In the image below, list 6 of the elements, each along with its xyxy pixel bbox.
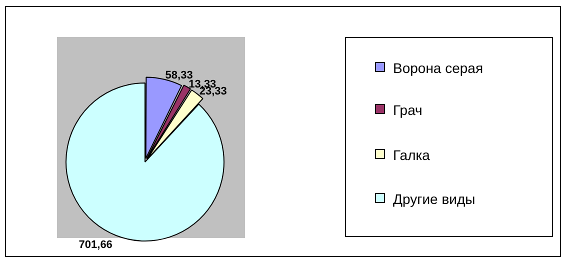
legend-label: Галка xyxy=(393,147,430,163)
legend-label: Грач xyxy=(393,102,422,118)
data-label: 58,33 xyxy=(165,69,193,82)
legend-label: Ворона серая xyxy=(393,60,484,76)
legend-label: Другие виды xyxy=(393,191,476,207)
data-label: 701,66 xyxy=(78,238,112,251)
